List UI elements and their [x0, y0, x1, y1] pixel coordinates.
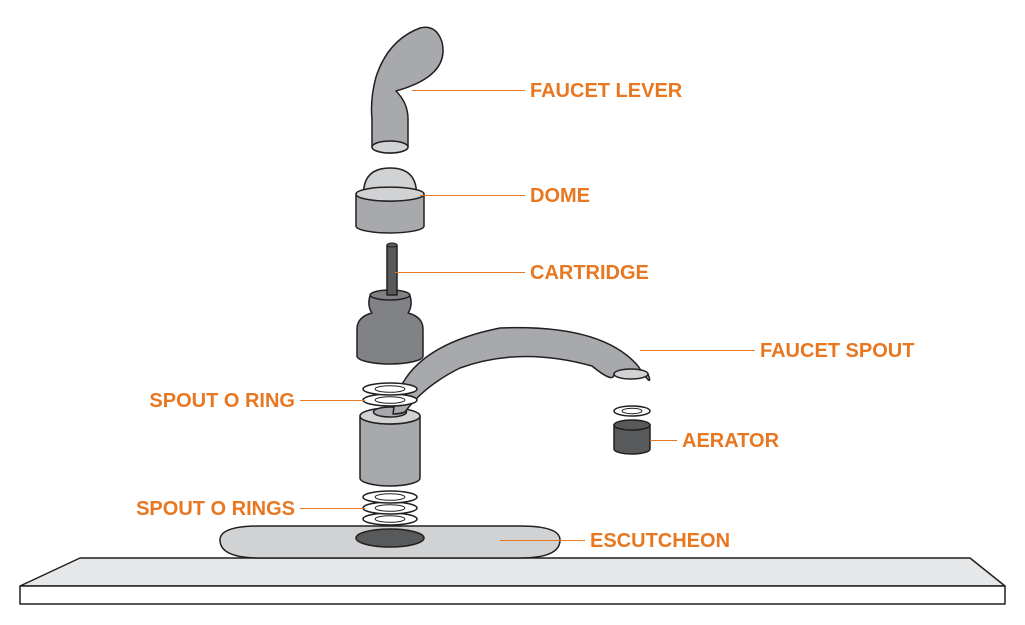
cartridge-body: [357, 295, 423, 364]
dome-band-top: [356, 187, 424, 201]
spout-o-ring-b2-inner: [375, 505, 405, 512]
leader-cartridge: [395, 272, 525, 273]
diagram-stage: FAUCET LEVER DOME CARTRIDGE FAUCET SPOUT SPO…: [0, 0, 1025, 625]
label-cartridge: CARTRIDGE: [530, 262, 649, 285]
leader-escutcheon: [500, 540, 585, 541]
spout-outlet: [614, 369, 648, 379]
spout-o-ring-top-2-inner: [375, 397, 405, 404]
leader-spout_o_rings: [300, 508, 365, 509]
faucet-diagram-svg: [0, 0, 1025, 625]
leader-spout_o_ring: [300, 400, 365, 401]
faucet-lever-base: [372, 141, 408, 153]
leader-faucet_lever: [412, 90, 525, 91]
label-faucet_lever: FAUCET LEVER: [530, 80, 682, 103]
label-spout_o_ring: SPOUT O RING: [149, 390, 295, 413]
leader-faucet_spout: [640, 350, 755, 351]
label-spout_o_rings: SPOUT O RINGS: [136, 498, 295, 521]
spout-arm: [393, 328, 650, 414]
cartridge-stem: [387, 245, 397, 295]
label-aerator: AERATOR: [682, 430, 779, 453]
counter-top: [20, 558, 1005, 586]
cartridge-stem-top: [387, 243, 397, 247]
escutcheon-hole: [356, 529, 424, 547]
aerator-ring-inner: [622, 408, 642, 414]
label-escutcheon: ESCUTCHEON: [590, 530, 730, 553]
leader-aerator: [650, 440, 677, 441]
aerator-top: [614, 420, 650, 430]
spout-o-ring-b1-inner: [375, 494, 405, 501]
counter-front: [20, 586, 1005, 604]
spout-base-body: [360, 416, 420, 486]
spout-o-ring-b3-inner: [375, 516, 405, 523]
label-faucet_spout: FAUCET SPOUT: [760, 340, 914, 363]
leader-dome: [420, 195, 525, 196]
label-dome: DOME: [530, 185, 590, 208]
spout-o-ring-top-inner: [375, 386, 405, 393]
